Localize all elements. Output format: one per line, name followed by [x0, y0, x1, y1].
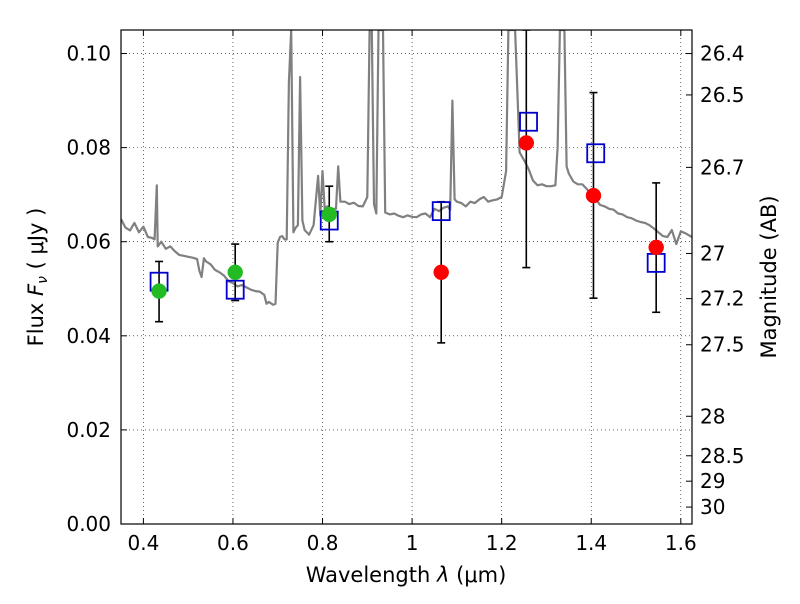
model-photometry-square — [225, 279, 245, 300]
x-tick-label: 0.4 — [127, 531, 159, 555]
plot-frame — [120, 29, 693, 525]
observed-optical-point — [227, 264, 243, 281]
model-photometry-square — [586, 143, 606, 164]
model-spectrum-line — [121, 30, 692, 306]
magnitude-tick-label: 28.5 — [700, 444, 745, 468]
y-tick-label: 0.08 — [66, 136, 111, 160]
magnitude-tick-label: 26.7 — [700, 155, 745, 179]
y-tick-label: 0.00 — [66, 512, 111, 536]
magnitude-tick-label: 28 — [700, 404, 725, 428]
magnitude-tick-label: 30 — [700, 495, 725, 519]
magnitude-tick-label: 27 — [700, 241, 725, 265]
magnitude-tick-label: 27.2 — [700, 287, 745, 311]
y-tick-label: 0.04 — [66, 324, 111, 348]
x-tick-label: 0.6 — [217, 531, 249, 555]
x-tick-label: 1 — [406, 531, 419, 555]
observed-optical-point — [321, 206, 337, 223]
observed-nir-point — [648, 239, 664, 256]
y-tick-label: 0.02 — [66, 418, 111, 442]
x-axis-label: Wavelength λ (μm) — [306, 563, 507, 587]
observed-optical-point — [151, 283, 167, 299]
x-tick-label: 1.2 — [486, 531, 518, 555]
y-tick-label: 0.10 — [66, 42, 111, 66]
observed-nir-point — [433, 264, 449, 281]
x-tick-label: 1.6 — [665, 531, 697, 555]
model-photometry-square — [519, 111, 538, 132]
magnitude-tick-label: 26.4 — [700, 42, 745, 66]
magnitude-tick-label: 26.5 — [700, 83, 745, 107]
plot-background — [121, 30, 692, 524]
magnitude-tick-label: 27.5 — [700, 333, 745, 357]
y2-axis-label: Magnitude (AB) — [757, 195, 781, 358]
x-tick-label: 0.8 — [307, 531, 339, 555]
data-layer — [121, 30, 692, 344]
model-photometry-square — [431, 201, 451, 222]
y-tick-label: 0.06 — [66, 230, 111, 254]
observed-nir-point — [585, 187, 602, 204]
magnitude-tick-label: 29 — [700, 469, 725, 493]
y-axis-label: Flux Fν ( μJy ) — [24, 208, 51, 347]
observed-nir-point — [518, 135, 535, 151]
tick-layer: 0.4 0.6 0.8 1 1.2 1.4 1.6 0.00 0.02 0.04 0.06 0.08 0… — [66, 30, 745, 555]
x-tick-label: 1.4 — [575, 531, 607, 555]
